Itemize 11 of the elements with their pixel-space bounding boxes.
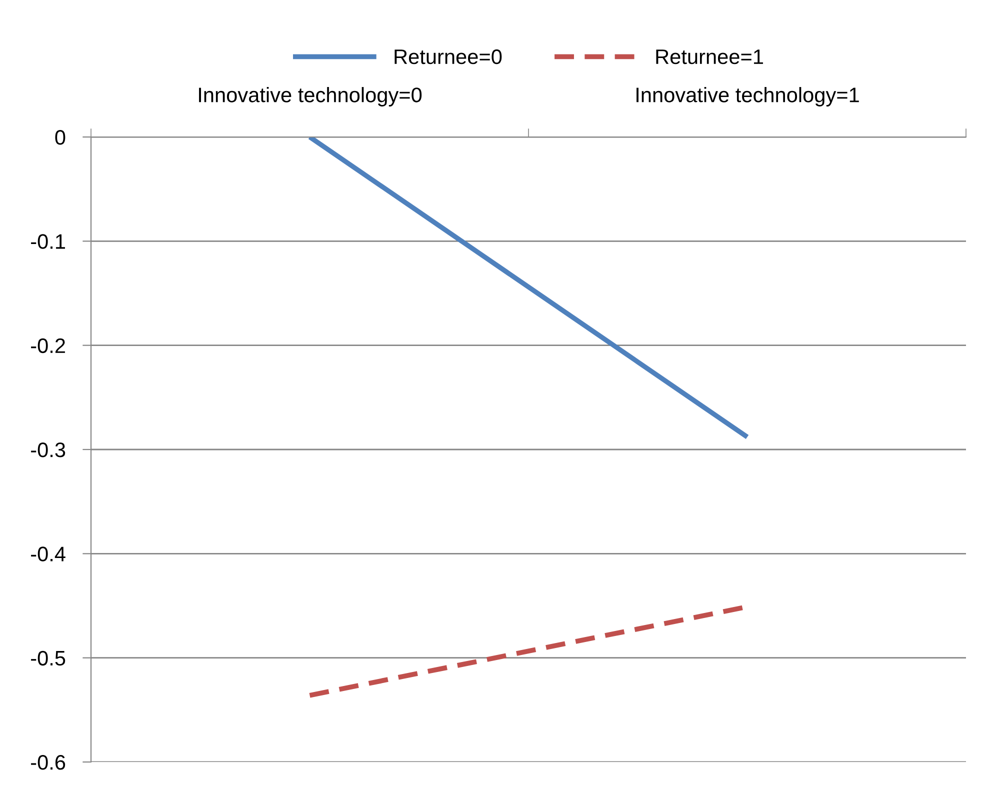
x-tick-label: Innovative technology=1 — [636, 87, 859, 106]
y-tick-label: -0.5 — [31, 650, 66, 666]
legend-label: Returnee=1 — [656, 50, 763, 64]
legend-label: Returnee=0 — [394, 49, 502, 64]
y-tick-label: -0.1 — [31, 234, 65, 249]
y-tick-label: -0.4 — [31, 546, 66, 562]
x-tick-label: Innovative technology=0 — [199, 87, 422, 106]
y-tick-label: -0.3 — [31, 442, 66, 458]
y-tick-label: -0.6 — [31, 755, 66, 770]
y-tick-label: -0.2 — [31, 338, 65, 354]
y-tick-label: 0 — [55, 130, 66, 145]
